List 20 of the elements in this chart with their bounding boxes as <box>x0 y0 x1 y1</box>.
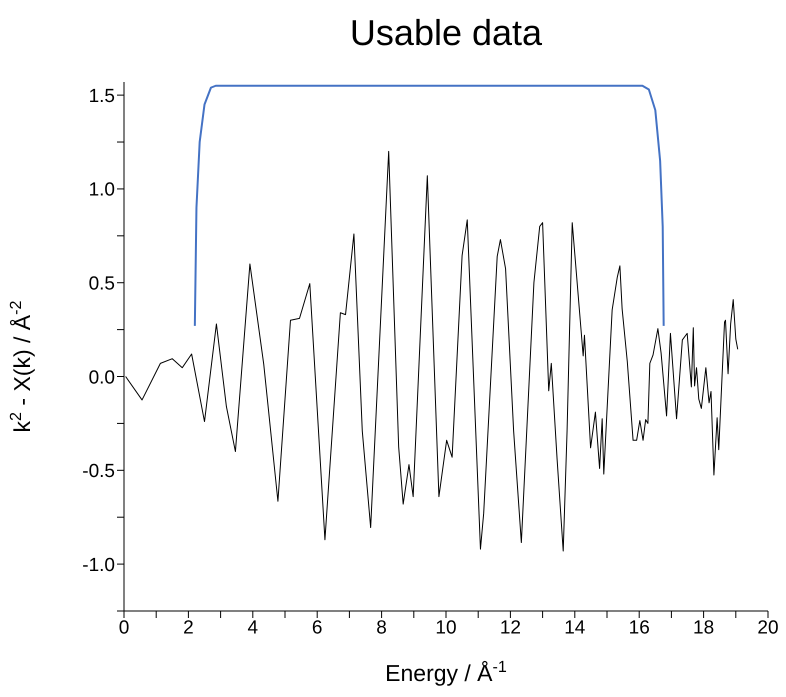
x-tick-label: 6 <box>312 617 322 638</box>
x-tick-label: 12 <box>500 617 521 638</box>
x-tick-label: 8 <box>376 617 387 638</box>
y-tick-label: 1.5 <box>88 86 115 107</box>
y-tick-label: 1.0 <box>88 180 115 201</box>
y-tick-label: 0.0 <box>88 367 115 388</box>
x-tick-label: 18 <box>693 617 714 638</box>
x-tick-label: 14 <box>564 617 586 638</box>
x-axis-title: Energy / Å$^{-1}$ <box>385 658 507 686</box>
x-tick-label: 16 <box>628 617 650 638</box>
line-series <box>194 84 665 327</box>
x-tick-label: 2 <box>183 617 194 638</box>
x-tick-label: 0 <box>118 617 130 638</box>
chart-title: Usable data <box>348 12 544 54</box>
x-tick-label: 4 <box>248 617 259 638</box>
x-tick-label: 10 <box>435 617 457 638</box>
y-tick-label: 0.5 <box>88 273 115 294</box>
x-tick-label: 20 <box>757 617 779 638</box>
y-tick-label: -1.0 <box>82 554 115 576</box>
y-tick-label: -0.5 <box>82 461 115 482</box>
